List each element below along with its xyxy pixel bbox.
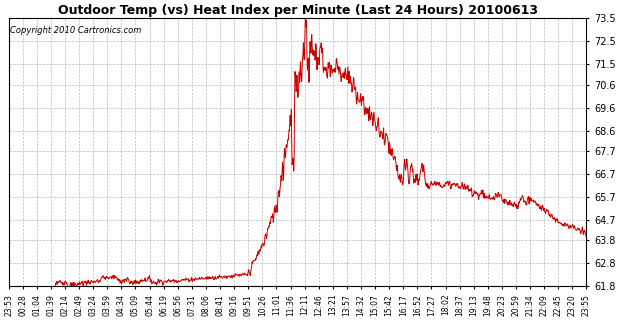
Title: Outdoor Temp (vs) Heat Index per Minute (Last 24 Hours) 20100613: Outdoor Temp (vs) Heat Index per Minute … [58,4,538,17]
Text: Copyright 2010 Cartronics.com: Copyright 2010 Cartronics.com [10,26,141,36]
